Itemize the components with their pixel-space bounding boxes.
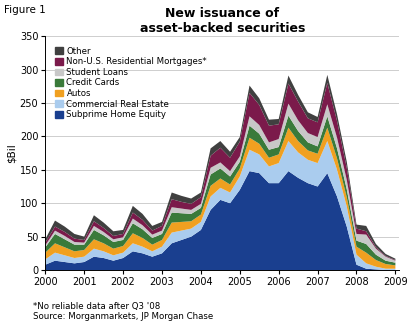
Title: New issuance of
asset-backed securities: New issuance of asset-backed securities [139,7,305,35]
Text: Figure 1: Figure 1 [4,5,46,15]
Legend: Other, Non-U.S. Residential Mortgages*, Student Loans, Credit Cards, Autos, Comm: Other, Non-U.S. Residential Mortgages*, … [53,45,209,121]
Y-axis label: $Bil: $Bil [7,143,17,163]
Text: *No reliable data after Q3 '08
Source: Morganmarkets, JP Morgan Chase: *No reliable data after Q3 '08 Source: M… [33,302,213,321]
